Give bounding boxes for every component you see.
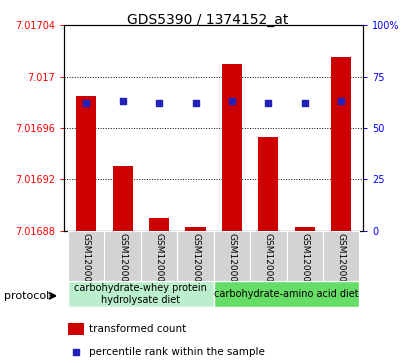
- Point: [338, 98, 344, 104]
- Bar: [105, 231, 141, 281]
- Bar: [214, 281, 359, 307]
- Point: [83, 101, 90, 106]
- Bar: [141, 231, 177, 281]
- Point: [119, 98, 126, 104]
- Point: [229, 98, 235, 104]
- Text: GSM1200061: GSM1200061: [300, 233, 309, 294]
- Point: [302, 101, 308, 106]
- Text: GSM1200059: GSM1200059: [227, 233, 237, 294]
- Text: GSM1200063: GSM1200063: [82, 233, 91, 294]
- Point: [73, 349, 79, 355]
- Text: transformed count: transformed count: [89, 324, 186, 334]
- Bar: [250, 231, 287, 281]
- Text: carbohydrate-whey protein
hydrolysate diet: carbohydrate-whey protein hydrolysate di…: [74, 283, 207, 305]
- Text: GSM1200064: GSM1200064: [118, 233, 127, 294]
- Bar: [68, 281, 214, 307]
- Text: GDS5390 / 1374152_at: GDS5390 / 1374152_at: [127, 13, 288, 27]
- Bar: [177, 231, 214, 281]
- Point: [265, 101, 272, 106]
- Bar: [186, 227, 205, 231]
- Bar: [214, 231, 250, 281]
- Bar: [259, 137, 278, 231]
- Bar: [222, 64, 242, 231]
- Text: GSM1200066: GSM1200066: [191, 233, 200, 294]
- Bar: [287, 231, 323, 281]
- Bar: [149, 218, 169, 231]
- Bar: [68, 231, 105, 281]
- Bar: [76, 96, 96, 231]
- Bar: [112, 166, 133, 231]
- Bar: [331, 57, 351, 231]
- Bar: [323, 231, 359, 281]
- Point: [192, 101, 199, 106]
- Bar: [295, 227, 315, 231]
- Text: GSM1200062: GSM1200062: [337, 233, 346, 294]
- Text: GSM1200060: GSM1200060: [264, 233, 273, 294]
- Text: percentile rank within the sample: percentile rank within the sample: [89, 347, 265, 356]
- Bar: [68, 323, 84, 335]
- Text: GSM1200065: GSM1200065: [154, 233, 164, 294]
- Text: protocol: protocol: [4, 291, 49, 301]
- Point: [156, 101, 162, 106]
- Text: carbohydrate-amino acid diet: carbohydrate-amino acid diet: [214, 289, 359, 299]
